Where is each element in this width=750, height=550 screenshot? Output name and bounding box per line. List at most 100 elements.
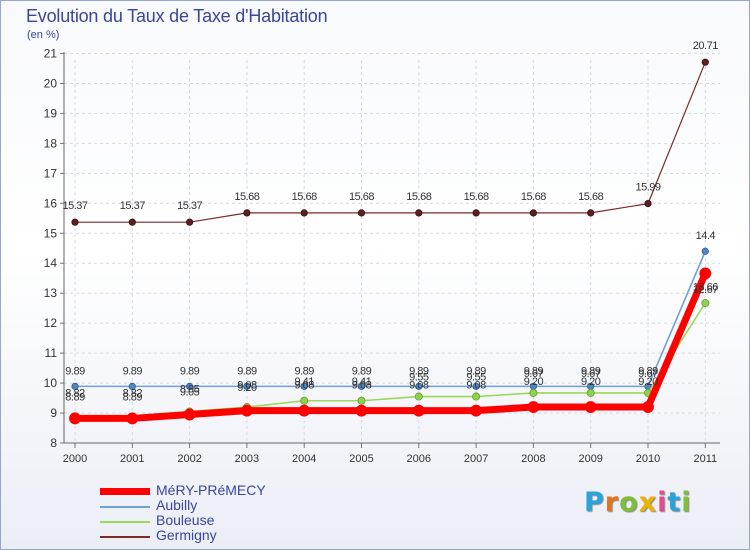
data-point-aubilly <box>243 382 251 390</box>
x-tick-label: 2000 <box>63 453 87 465</box>
y-tick-label: 18 <box>44 136 58 150</box>
data-label-bouleuse: 9.20 <box>237 382 257 394</box>
legend-swatch-aubilly <box>100 506 150 508</box>
data-label-aubilly: 9.89 <box>466 365 486 377</box>
data-label-bouleuse: 9.67 <box>581 368 601 380</box>
data-label-bouleuse: 9.67 <box>638 368 658 380</box>
legend-swatch-germigny <box>100 536 150 538</box>
data-point-m-ry-pr-mecy <box>298 404 311 417</box>
y-tick-label: 11 <box>45 346 58 360</box>
data-point-germigny <box>186 218 194 226</box>
data-point-m-ry-pr-mecy <box>126 412 139 425</box>
data-point-m-ry-pr-mecy <box>355 404 368 417</box>
x-tick-label: 2006 <box>407 453 431 465</box>
data-label-bouleuse: 9.05 <box>180 387 200 399</box>
data-label-germigny: 15.68 <box>521 191 546 203</box>
data-point-germigny <box>472 209 480 217</box>
data-point-m-ry-pr-mecy <box>584 401 597 413</box>
y-tick-label: 15 <box>44 226 58 240</box>
data-label-aubilly: 9.89 <box>65 365 85 377</box>
series-line-bouleuse <box>75 302 706 418</box>
x-tick-label: 2004 <box>292 453 316 465</box>
y-tick-label: 12 <box>44 316 58 330</box>
logo-letter: i <box>681 487 692 518</box>
data-point-bouleuse <box>701 299 710 308</box>
data-point-aubilly <box>415 382 423 390</box>
legend-swatch-mery-premecy <box>100 488 150 495</box>
data-point-germigny <box>243 209 251 217</box>
data-point-bouleuse <box>472 392 481 401</box>
data-point-aubilly <box>128 382 136 390</box>
data-label-m-ry-pr-mecy: 13.66 <box>693 281 718 293</box>
data-point-m-ry-pr-mecy <box>527 401 540 413</box>
data-point-bouleuse <box>300 396 309 405</box>
data-label-aubilly: 14.4 <box>696 230 716 242</box>
data-point-m-ry-pr-mecy <box>412 404 425 417</box>
data-point-aubilly <box>300 382 308 390</box>
series-layer <box>69 58 712 425</box>
data-label-bouleuse: 9.55 <box>409 372 429 384</box>
data-point-germigny <box>644 200 652 208</box>
x-tick-label: 2008 <box>521 453 545 465</box>
data-label-germigny: 15.37 <box>62 200 87 212</box>
data-point-aubilly <box>472 382 480 390</box>
data-label-bouleuse: 8.89 <box>123 391 143 403</box>
logo-letter: x <box>638 487 658 518</box>
series-line-germigny <box>75 61 706 223</box>
data-label-germigny: 15.37 <box>177 200 202 212</box>
data-label-m-ry-pr-mecy: 8.82 <box>123 387 143 399</box>
x-tick-label: 2001 <box>120 453 144 465</box>
data-point-bouleuse <box>357 396 366 405</box>
data-label-m-ry-pr-mecy: 8.95 <box>180 384 200 396</box>
data-point-m-ry-pr-mecy <box>240 404 253 417</box>
series-line-aubilly <box>75 250 707 388</box>
data-label-m-ry-pr-mecy: 9.08 <box>237 380 257 392</box>
data-label-germigny: 15.68 <box>234 191 259 203</box>
data-label-m-ry-pr-mecy: 8.82 <box>65 387 85 399</box>
data-label-m-ry-pr-mecy: 9.08 <box>294 380 314 392</box>
logo-letter: t <box>667 487 682 518</box>
data-label-aubilly: 9.89 <box>524 365 544 377</box>
data-point-germigny <box>529 209 538 217</box>
data-point-germigny <box>357 209 366 217</box>
data-label-bouleuse: 9.41 <box>294 376 314 388</box>
logo-letter: r <box>604 487 620 518</box>
data-label-aubilly: 9.89 <box>581 365 601 377</box>
proxiti-logo: Proxiti <box>584 487 692 518</box>
axes: 8 9 10 11 12 13 14 15 16 17 18 19 20 21 2000 2001 2002 20… <box>44 47 720 465</box>
grid <box>64 53 720 444</box>
data-label-m-ry-pr-mecy: 9.20 <box>638 376 658 388</box>
data-labels-layer: 15.37 15.37 15.37 15.68 15.68 15.68 15.68 15.68… <box>62 40 718 403</box>
data-label-aubilly: 9.89 <box>180 365 200 377</box>
data-label-germigny: 20.71 <box>693 40 718 52</box>
data-point-bouleuse <box>414 392 423 401</box>
data-label-bouleuse: 8.89 <box>65 391 85 403</box>
data-point-m-ry-pr-mecy <box>69 412 81 425</box>
data-label-bouleuse: 9.67 <box>524 368 544 380</box>
data-point-germigny <box>701 58 709 66</box>
data-label-m-ry-pr-mecy: 9.08 <box>466 380 486 392</box>
data-label-germigny: 15.68 <box>292 191 317 203</box>
legend-label-aubilly: Aubilly <box>156 497 198 513</box>
y-tick-label: 16 <box>44 196 58 210</box>
y-tick-label: 13 <box>44 286 58 300</box>
data-label-aubilly: 9.89 <box>409 365 429 377</box>
data-point-bouleuse <box>529 388 538 397</box>
x-tick-label: 2007 <box>464 453 488 465</box>
logo-letter: o <box>619 487 639 518</box>
data-label-germigny: 15.68 <box>349 191 374 203</box>
y-tick-label: 17 <box>44 166 58 180</box>
data-label-aubilly: 9.89 <box>123 365 143 377</box>
data-point-germigny <box>587 209 595 217</box>
data-point-bouleuse <box>586 388 595 397</box>
data-label-germigny: 15.68 <box>464 191 489 203</box>
y-tick-label: 10 <box>44 376 58 390</box>
data-point-aubilly <box>71 382 79 390</box>
data-label-m-ry-pr-mecy: 9.08 <box>352 380 372 392</box>
data-point-germigny <box>71 218 79 226</box>
data-point-germigny <box>415 209 423 217</box>
series-line-m-ry-pr-mecy <box>75 272 709 422</box>
y-tick-label: 14 <box>44 256 58 270</box>
data-point-m-ry-pr-mecy <box>642 401 654 413</box>
y-tick-label: 8 <box>50 436 57 450</box>
